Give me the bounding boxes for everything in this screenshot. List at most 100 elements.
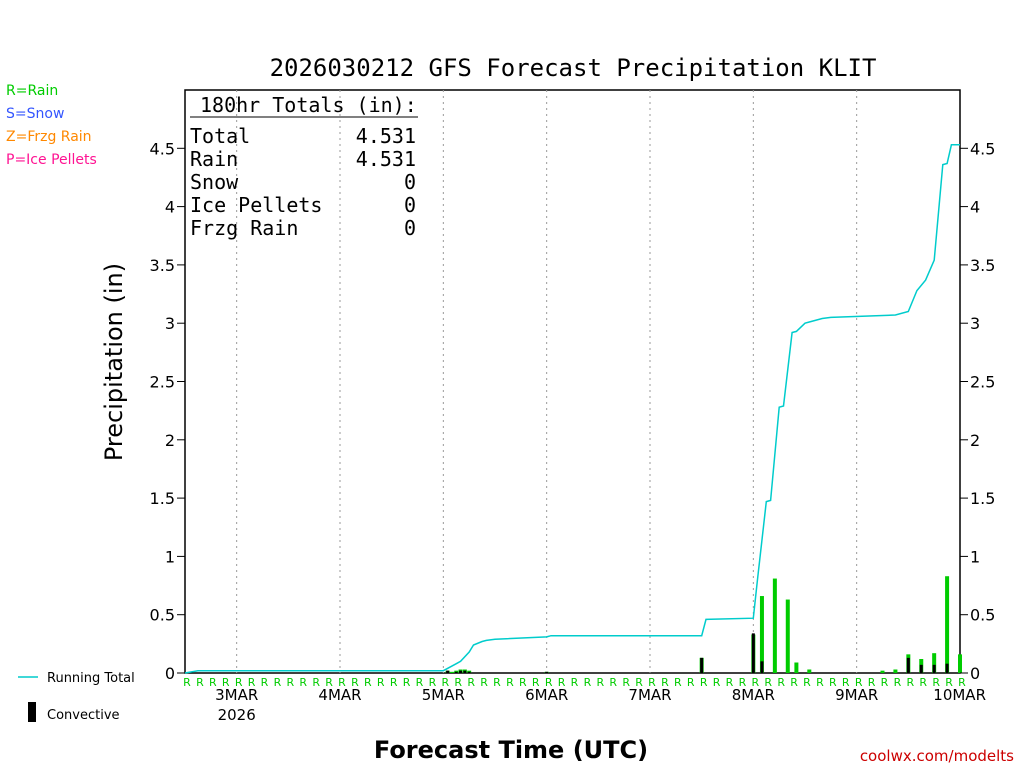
ptype-mark-rain: R — [467, 676, 475, 689]
ptype-mark-rain: R — [519, 676, 527, 689]
totals-label-snow: Snow — [190, 170, 239, 194]
rain-bar — [794, 662, 799, 673]
ptype-mark-rain: R — [532, 676, 540, 689]
ptype-mark-rain: R — [932, 676, 940, 689]
running-total-layer — [184, 144, 960, 674]
ptype-mark-rain: R — [790, 676, 798, 689]
totals-label-frzg: Frzg Rain — [190, 216, 298, 240]
ptype-mark-rain: R — [403, 676, 411, 689]
gridlines — [236, 90, 858, 673]
x-axis-label: Forecast Time (UTC) — [374, 736, 648, 764]
ptype-mark-rain: R — [739, 676, 747, 689]
ptype-mark-rain: R — [274, 676, 282, 689]
ptype-mark-rain: R — [907, 676, 915, 689]
rain-bar — [772, 578, 777, 673]
ptype-mark-rain: R — [209, 676, 217, 689]
y-tick-label-right: 3.5 — [970, 256, 995, 275]
convective-bar — [700, 657, 704, 673]
y-tick-label-right: 0 — [970, 664, 980, 683]
y-axis: 0 00.5 0.51 11.5 1.52 22.5 2.53 33.5 3.54 44.5 4.5 — [150, 139, 996, 683]
y-tick-label-left: 1 — [165, 547, 175, 566]
running-total-legend-label: Running Total — [47, 671, 135, 686]
rain-bar — [958, 654, 962, 673]
ptype-mark-rain: R — [597, 676, 605, 689]
ptype-mark-rain: R — [726, 676, 734, 689]
credit-text: coolwx.com/modelts — [860, 747, 1014, 765]
ptype-mark-rain: R — [299, 676, 307, 689]
ptype-mark-rain: R — [351, 676, 359, 689]
x-tick-label-6mar: 6MAR — [525, 686, 568, 704]
y-axis-label: Precipitation (in) — [100, 263, 128, 461]
convective-bar — [454, 671, 458, 673]
ptype-mark-rain: R — [506, 676, 514, 689]
y-tick-label-left: 0 — [165, 664, 175, 683]
ptype-mark-rain: R — [842, 676, 850, 689]
totals-value-frzg: 0 — [404, 216, 416, 240]
legend-frzg-rain: Z=Frzg Rain — [6, 129, 92, 145]
ptype-mark-rain: R — [894, 676, 902, 689]
convective-bar — [467, 671, 471, 673]
ptype-mark-rain: R — [480, 676, 488, 689]
ptype-mark-rain: R — [558, 676, 566, 689]
ptype-mark-rain: R — [829, 676, 837, 689]
x-axis: 3MAR 2026 4MAR 5MAR 6MAR 7MAR 8MAR 9MAR 10MAR — [215, 686, 986, 724]
totals-box: 180hr Totals (in): Total 4.531 Rain 4.53… — [190, 93, 418, 240]
totals-value-ice: 0 — [404, 193, 416, 217]
ptype-mark-rain: R — [752, 676, 760, 689]
y-tick-label-right: 3 — [970, 314, 980, 333]
y-tick-label-left: 3 — [165, 314, 175, 333]
x-tick-label-9mar: 9MAR — [835, 686, 878, 704]
ptype-mark-rain: R — [687, 676, 695, 689]
convective-legend-swatch — [28, 702, 36, 722]
y-tick-label-left: 4.5 — [150, 139, 175, 158]
totals-label-rain: Rain — [190, 147, 238, 171]
running-total-line — [184, 144, 960, 674]
convective-bar — [760, 661, 764, 673]
ptype-legend: R=Rain S=Snow Z=Frzg Rain P=Ice Pellets — [6, 83, 97, 168]
ptype-mark-rain: R — [803, 676, 811, 689]
y-tick-label-right: 4.5 — [970, 139, 995, 158]
x-tick-label-10mar: 10MAR — [933, 686, 986, 704]
y-tick-label-left: 2.5 — [150, 373, 175, 392]
totals-value-rain: 4.531 — [356, 147, 416, 171]
rain-bar — [893, 669, 898, 673]
convective-bar — [751, 633, 755, 673]
convective-bar — [932, 664, 936, 673]
ptype-mark-rain: R — [648, 676, 656, 689]
ptype-mark-rain: R — [816, 676, 824, 689]
ptype-mark-rain: R — [390, 676, 398, 689]
y-tick-label-right: 2 — [970, 431, 980, 450]
ptype-mark-rain: R — [377, 676, 385, 689]
totals-value-snow: 0 — [404, 170, 416, 194]
ptype-mark-rain: R — [855, 676, 863, 689]
rain-bar — [449, 671, 454, 673]
legend-snow: S=Snow — [6, 106, 64, 122]
ptype-mark-rain: R — [661, 676, 669, 689]
ptype-mark-rain: R — [454, 676, 462, 689]
x-tick-label-7mar: 7MAR — [628, 686, 671, 704]
ptype-mark-rain: R — [261, 676, 269, 689]
convective-bar — [945, 663, 949, 673]
x-tick-sublabel-year: 2026 — [218, 706, 256, 724]
ptype-mark-rain: R — [493, 676, 501, 689]
x-tick-label-8mar: 8MAR — [732, 686, 775, 704]
rain-bar — [807, 669, 812, 673]
y-tick-label-left: 4 — [165, 198, 175, 217]
ptype-mark-rain: R — [674, 676, 682, 689]
chart-title: 2026030212 GFS Forecast Precipitation KL… — [270, 54, 877, 82]
y-tick-label-right: 2.5 — [970, 373, 995, 392]
ptype-mark-rain: R — [235, 676, 243, 689]
rain-bar — [785, 599, 790, 673]
y-tick-label-right: 4 — [970, 198, 980, 217]
y-tick-label-left: 0.5 — [150, 606, 175, 625]
ptype-mark-rain: R — [584, 676, 592, 689]
y-tick-label-right: 1 — [970, 547, 980, 566]
ptype-mark-rain: R — [248, 676, 256, 689]
ptype-mark-rain: R — [416, 676, 424, 689]
y-tick-label-right: 0.5 — [970, 606, 995, 625]
x-tick-label-3mar: 3MAR — [215, 686, 258, 704]
ptype-mark-rain: R — [287, 676, 295, 689]
y-tick-label-right: 1.5 — [970, 489, 995, 508]
ptype-mark-rain: R — [364, 676, 372, 689]
